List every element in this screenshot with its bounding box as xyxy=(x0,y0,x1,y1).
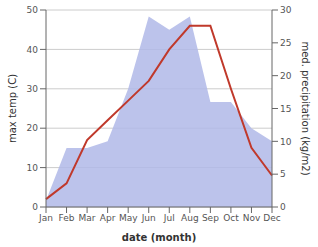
svg-text:Jan: Jan xyxy=(38,213,53,223)
svg-text:med. precipitation (kg/m2): med. precipitation (kg/m2) xyxy=(300,41,310,175)
svg-text:30: 30 xyxy=(280,5,292,15)
svg-text:Mar: Mar xyxy=(79,213,96,223)
svg-text:15: 15 xyxy=(280,104,291,114)
svg-text:50: 50 xyxy=(27,5,39,15)
svg-text:Oct: Oct xyxy=(223,213,239,223)
svg-text:Aug: Aug xyxy=(181,213,199,223)
svg-text:10: 10 xyxy=(280,137,292,147)
svg-text:Jul: Jul xyxy=(163,213,175,223)
svg-text:May: May xyxy=(119,213,138,223)
svg-text:25: 25 xyxy=(280,38,291,48)
svg-text:30: 30 xyxy=(27,84,39,94)
svg-text:40: 40 xyxy=(27,45,39,55)
svg-text:20: 20 xyxy=(27,123,39,133)
svg-text:0: 0 xyxy=(32,202,38,212)
svg-text:Jun: Jun xyxy=(141,213,156,223)
svg-text:Nov: Nov xyxy=(243,213,261,223)
svg-text:Apr: Apr xyxy=(100,213,116,223)
svg-text:Sep: Sep xyxy=(202,213,219,223)
svg-text:max temp (C): max temp (C) xyxy=(8,74,18,143)
svg-text:10: 10 xyxy=(27,163,39,173)
svg-text:5: 5 xyxy=(280,169,286,179)
svg-text:20: 20 xyxy=(280,71,292,81)
svg-text:Dec: Dec xyxy=(263,213,280,223)
svg-text:Feb: Feb xyxy=(59,213,75,223)
svg-text:0: 0 xyxy=(280,202,286,212)
svg-text:date (month): date (month) xyxy=(122,232,196,243)
